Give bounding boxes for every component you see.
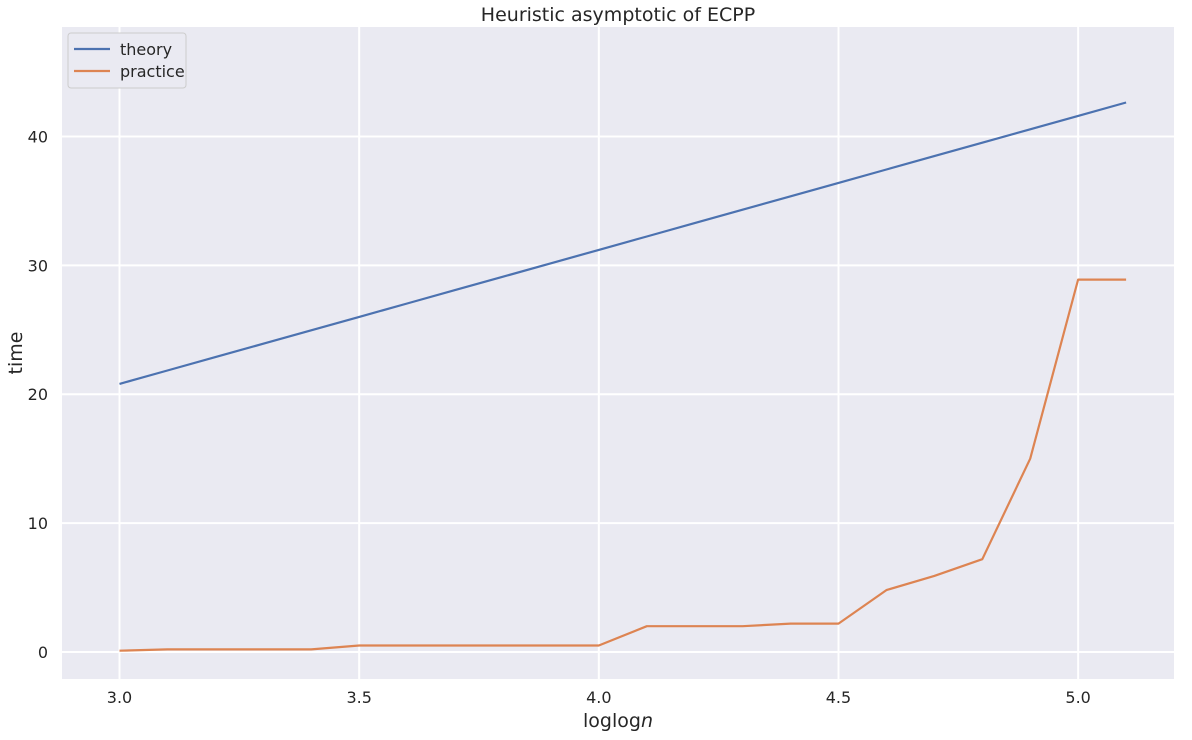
y-axis-label: time — [5, 332, 27, 375]
legend-box — [67, 32, 187, 89]
y-tick-labels: 0 10 20 30 40 — [28, 128, 48, 662]
y-tick-label: 0 — [38, 643, 48, 662]
x-tick-label: 3.0 — [107, 688, 132, 707]
y-tick-label: 20 — [28, 385, 48, 404]
legend: theory practice — [67, 32, 187, 89]
y-tick-label: 40 — [28, 128, 48, 147]
x-tick-label: 4.5 — [826, 688, 851, 707]
x-tick-label: 4.0 — [586, 688, 611, 707]
x-tick-label: 5.0 — [1065, 688, 1090, 707]
x-tick-labels: 3.0 3.5 4.0 4.5 5.0 — [107, 688, 1091, 707]
series-lines — [119, 101, 1127, 652]
grid — [62, 27, 1174, 679]
legend-label-theory: theory — [120, 40, 172, 59]
chart-title: Heuristic asymptotic of ECPP — [481, 4, 755, 26]
x-tick-label: 3.5 — [346, 688, 371, 707]
y-tick-label: 30 — [28, 256, 48, 275]
series-line-theory — [119, 101, 1127, 385]
series-line-practice — [119, 278, 1127, 652]
y-tick-label: 10 — [28, 514, 48, 533]
x-axis-label: loglogn — [583, 710, 653, 732]
legend-label-practice: practice — [120, 62, 185, 81]
